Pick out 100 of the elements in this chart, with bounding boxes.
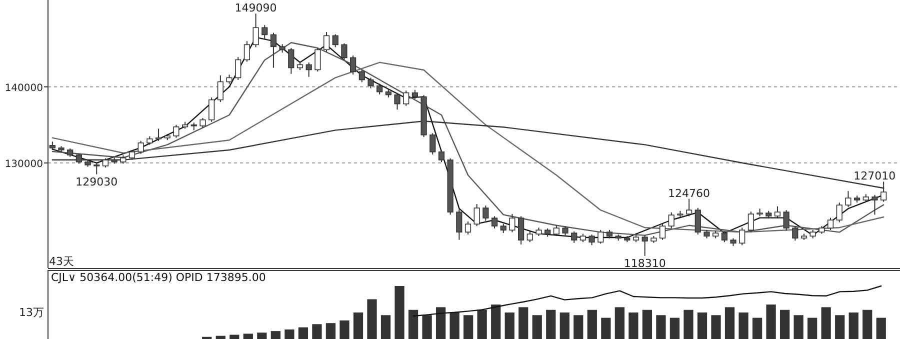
candlestick	[438, 149, 445, 163]
candlestick	[836, 202, 842, 223]
bar	[697, 312, 708, 339]
candlestick	[226, 74, 232, 84]
candlestick	[314, 47, 321, 72]
bar	[711, 315, 721, 339]
bar	[546, 310, 556, 339]
candlestick	[217, 74, 224, 103]
candlestick	[155, 128, 162, 142]
candlestick	[571, 230, 578, 244]
bar	[752, 318, 762, 339]
bar	[821, 307, 831, 339]
bar	[270, 331, 280, 339]
annotation: 124760	[668, 186, 710, 200]
bar	[724, 307, 735, 339]
bar	[574, 315, 584, 339]
candlestick	[872, 194, 878, 216]
candlestick	[244, 40, 250, 62]
bar	[738, 312, 748, 339]
candlestick	[306, 62, 312, 78]
bar	[340, 320, 350, 339]
candlestick	[598, 229, 604, 244]
candlestick	[235, 56, 242, 80]
bar	[436, 307, 446, 339]
bar	[780, 310, 790, 339]
bar	[464, 315, 474, 339]
candlestick	[323, 31, 330, 52]
candlestick	[588, 234, 595, 246]
bar	[628, 312, 638, 339]
bar	[353, 312, 364, 339]
candlestick	[208, 96, 215, 122]
candlestick	[774, 206, 781, 218]
bar	[560, 312, 570, 339]
bar	[794, 315, 804, 339]
bar	[326, 323, 336, 339]
bar	[614, 307, 624, 339]
y-tick-label: 130000	[4, 158, 43, 170]
candlestick	[430, 132, 436, 156]
bar	[601, 318, 611, 339]
bar	[380, 315, 391, 339]
bar	[848, 312, 858, 339]
text: 13万	[19, 306, 44, 319]
candlestick	[376, 83, 383, 95]
candlestick	[464, 221, 472, 235]
bar	[835, 315, 845, 339]
bar	[684, 310, 694, 339]
bar	[422, 315, 432, 339]
candlestick	[500, 223, 506, 234]
bar	[808, 318, 818, 339]
bar	[504, 312, 514, 339]
candlestick	[845, 190, 852, 208]
candlestick	[553, 224, 560, 237]
candlestick	[350, 55, 356, 76]
candlestick	[76, 153, 82, 164]
candlestick	[659, 223, 666, 240]
bar	[477, 310, 487, 339]
bar	[312, 324, 322, 339]
bar	[491, 304, 501, 339]
candlestick	[128, 149, 136, 160]
candlestick	[668, 212, 674, 229]
bar	[876, 318, 886, 339]
candlestick	[783, 210, 790, 232]
bar	[862, 310, 872, 339]
chart-title: CJL∨ 50364.00(51:49) OPID 173895.00	[51, 271, 266, 284]
candlestick	[739, 227, 746, 246]
candlestick	[491, 216, 498, 229]
candlestick	[368, 77, 374, 89]
candlestick	[526, 230, 533, 243]
y-tick-label: 140000	[4, 82, 43, 94]
candlestick	[509, 213, 516, 233]
bar	[216, 336, 226, 339]
bar	[394, 286, 404, 339]
candlestick	[394, 92, 400, 110]
candlestick	[138, 140, 144, 154]
annotation: 149090	[234, 2, 277, 15]
bar	[518, 307, 528, 339]
candlestick	[748, 211, 754, 233]
bar	[670, 318, 680, 339]
candlestick	[827, 217, 834, 230]
candlestick	[102, 158, 109, 168]
bar	[642, 310, 652, 339]
candlestick	[173, 124, 180, 138]
annotation: 129030	[76, 175, 118, 188]
candlestick	[474, 204, 480, 227]
candlestick	[358, 70, 365, 83]
candlestick	[403, 90, 410, 106]
candlestick	[288, 47, 294, 74]
bar	[257, 332, 267, 339]
bar	[298, 327, 308, 339]
candlestick	[482, 205, 489, 222]
bar	[284, 329, 294, 339]
bar	[532, 315, 542, 339]
candlestick	[332, 34, 338, 48]
annotation: 118310	[624, 256, 666, 270]
bar	[230, 334, 240, 339]
bar	[243, 334, 253, 339]
bar	[766, 304, 776, 339]
candlestick	[412, 89, 418, 100]
bar	[367, 299, 377, 339]
annotation: 43天	[49, 255, 74, 268]
